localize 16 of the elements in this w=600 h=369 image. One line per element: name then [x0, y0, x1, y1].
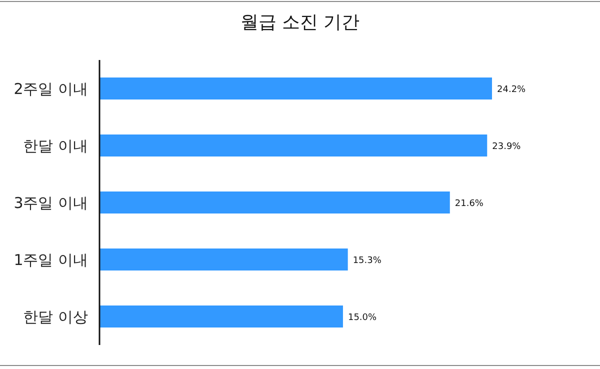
data-label: 24.2% [497, 85, 526, 95]
bar [100, 192, 450, 214]
y-tick-label: 1주일 이내 [14, 251, 88, 269]
y-tick-label: 한달 이내 [23, 137, 88, 155]
y-tick-label: 2주일 이내 [14, 80, 88, 98]
data-label: 23.9% [492, 142, 522, 152]
data-label: 15.0% [348, 313, 378, 323]
y-tick-label: 3주일 이내 [14, 194, 88, 212]
bar [100, 134, 488, 156]
bar [100, 78, 492, 100]
chart-title: 월급 소진 기간 [240, 12, 360, 33]
data-label: 21.6% [454, 199, 484, 209]
bar [100, 306, 343, 328]
y-tick-label: 한달 이상 [23, 308, 88, 326]
data-label: 15.3% [352, 256, 382, 266]
bar [100, 248, 348, 270]
